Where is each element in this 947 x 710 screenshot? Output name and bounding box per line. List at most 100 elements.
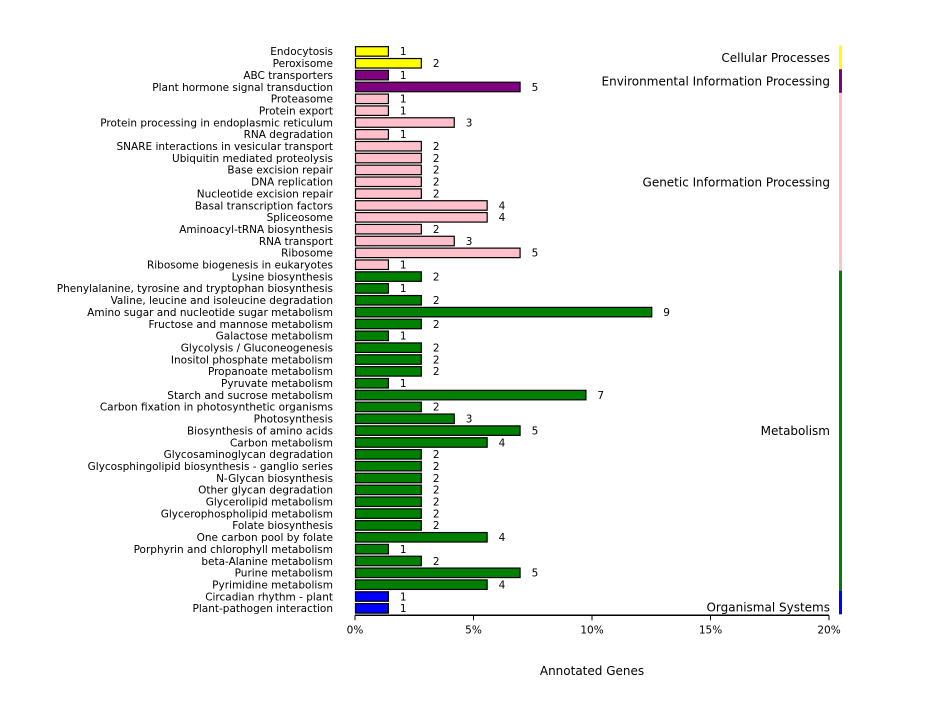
value-label: 2 <box>433 295 440 307</box>
category-label: Base excision repair <box>227 165 333 177</box>
category-label: N-Glycan biosynthesis <box>216 473 333 485</box>
bar <box>354 318 422 330</box>
value-label: 1 <box>400 129 407 141</box>
bar <box>354 46 390 57</box>
group-color-strip <box>839 45 842 70</box>
value-label: 2 <box>433 354 440 366</box>
group-label: Organismal Systems <box>706 600 830 614</box>
category-label: Lysine biosynthesis <box>232 271 333 283</box>
value-label: 2 <box>433 402 440 414</box>
bar <box>354 496 422 508</box>
value-label: 2 <box>433 449 440 461</box>
x-tick-label: 20% <box>817 624 840 636</box>
value-label: 4 <box>499 212 506 224</box>
bar <box>354 223 422 235</box>
bar <box>354 271 422 282</box>
value-label: 5 <box>532 248 539 260</box>
bar <box>354 425 521 436</box>
category-label: Starch and sucrose metabolism <box>167 390 333 402</box>
bar <box>354 484 422 496</box>
bar <box>354 567 521 579</box>
group-labels-layer: Cellular Processes Environmental Informat… <box>602 51 830 614</box>
category-label: Pyrimidine metabolism <box>212 579 333 591</box>
x-tick-label: 0% <box>347 624 364 636</box>
value-label: 4 <box>499 532 506 544</box>
category-label: Fructose and mannose metabolism <box>149 319 333 331</box>
value-label: 1 <box>400 94 407 106</box>
category-label: Photosynthesis <box>254 414 333 426</box>
category-label: Valine, leucine and isoleucine degradati… <box>111 295 333 307</box>
category-label: Spliceosome <box>267 212 333 224</box>
category-label: Propanoate metabolism <box>208 366 333 378</box>
bar <box>354 247 521 259</box>
category-label: Glycolysis / Gluconeogenesis <box>181 342 333 354</box>
value-label: 2 <box>433 497 440 509</box>
value-label: 3 <box>466 236 473 248</box>
category-label: Inositol phosphate metabolism <box>171 354 333 366</box>
bar <box>354 259 390 271</box>
group-color-strip <box>839 590 842 615</box>
value-label: 2 <box>433 141 440 153</box>
bar <box>354 413 455 425</box>
group-color-strip <box>839 92 842 271</box>
value-label: 2 <box>433 473 440 485</box>
value-label: 2 <box>433 508 440 520</box>
value-label: 7 <box>597 390 604 402</box>
bar <box>354 508 422 519</box>
value-label: 1 <box>400 283 407 295</box>
value-label: 2 <box>433 342 440 354</box>
category-label: Pyruvate metabolism <box>221 378 333 390</box>
group-label: Metabolism <box>761 424 830 438</box>
bar <box>354 200 488 211</box>
value-label: 4 <box>499 437 506 449</box>
category-label: Ubiquitin mediated proteolysis <box>172 153 333 165</box>
category-label: Ribosome <box>281 248 333 260</box>
bar <box>354 377 390 389</box>
bar <box>354 579 488 591</box>
group-label: Cellular Processes <box>721 51 830 65</box>
category-label: Glycerolipid metabolism <box>206 497 333 509</box>
value-label: 3 <box>466 414 473 426</box>
bar <box>354 366 422 377</box>
value-label: 1 <box>400 544 407 556</box>
value-label: 2 <box>433 556 440 568</box>
value-label: 2 <box>433 224 440 236</box>
value-label: 1 <box>400 70 407 82</box>
category-label: Protein export <box>259 105 333 117</box>
x-tick-label: 15% <box>699 624 722 636</box>
category-label: Circadian rhythm - plant <box>205 591 333 603</box>
category-label: Aminoacyl-tRNA biosynthesis <box>179 224 333 236</box>
bar <box>354 105 390 117</box>
bar <box>354 306 653 318</box>
value-label: 2 <box>433 153 440 165</box>
bar <box>354 520 422 531</box>
bar <box>354 543 390 555</box>
value-labels-layer: 1215113122222442351212921222172354222222… <box>400 46 670 615</box>
bar <box>354 437 488 448</box>
bar <box>354 93 390 105</box>
x-axis: 0% 5% 10% 15% 20% <box>347 614 841 636</box>
bar <box>354 342 422 354</box>
category-label: beta-Alanine metabolism <box>201 556 333 568</box>
bar <box>354 294 422 306</box>
bar <box>354 69 390 81</box>
value-label: 1 <box>400 46 407 58</box>
value-label: 5 <box>532 425 539 437</box>
category-label: Biosynthesis of amino acids <box>187 425 333 437</box>
value-label: 2 <box>433 58 440 70</box>
category-label: Glycerophospholipid metabolism <box>161 508 333 520</box>
value-label: 4 <box>499 200 506 212</box>
bar <box>354 188 422 199</box>
category-label: Plant hormone signal transduction <box>152 82 333 94</box>
bar <box>354 140 422 152</box>
category-label: One carbon pool by folate <box>197 532 333 544</box>
category-label: Glycosaminoglycan degradation <box>164 449 333 461</box>
category-label: Porphyrin and chlorophyll metabolism <box>134 544 333 556</box>
value-label: 2 <box>433 319 440 331</box>
bar <box>354 460 422 472</box>
category-label: Other glycan degradation <box>198 485 333 497</box>
value-label: 2 <box>433 188 440 200</box>
category-label: RNA transport <box>259 236 333 248</box>
